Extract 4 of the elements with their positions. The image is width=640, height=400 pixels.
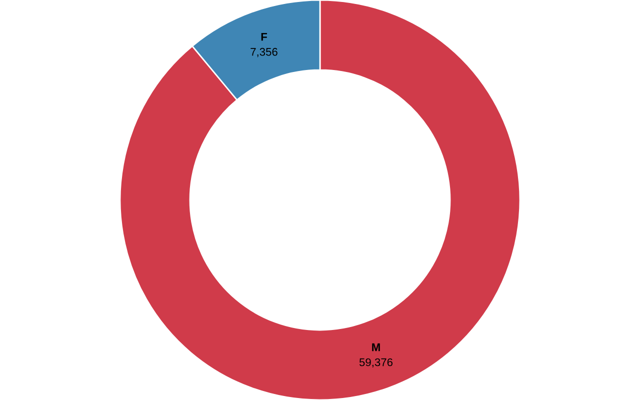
slice-label: M <box>372 343 380 352</box>
data-label: 7,356 <box>250 48 278 58</box>
data-label: 59,376 <box>359 358 393 368</box>
slice-label: F <box>261 33 267 41</box>
